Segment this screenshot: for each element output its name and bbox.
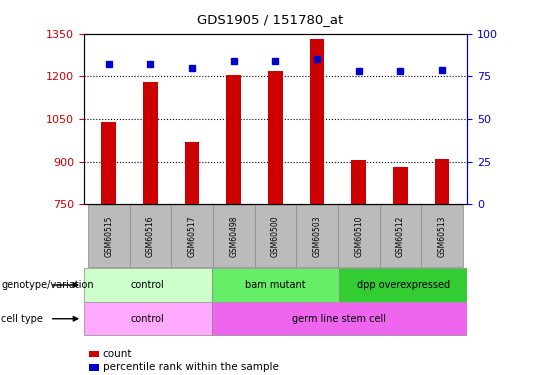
Bar — [310, 39, 325, 204]
Bar — [212, 268, 339, 302]
Bar — [88, 205, 130, 267]
Text: GSM60512: GSM60512 — [396, 216, 405, 257]
Bar — [84, 268, 212, 302]
Text: cell type: cell type — [1, 314, 43, 324]
Bar — [268, 71, 283, 204]
Bar — [185, 142, 199, 204]
Text: GSM60498: GSM60498 — [229, 216, 238, 257]
Bar — [84, 302, 212, 335]
Bar — [339, 268, 467, 302]
Bar — [102, 122, 116, 204]
Bar — [171, 205, 213, 267]
Bar — [226, 75, 241, 204]
Text: control: control — [131, 314, 165, 324]
Text: count: count — [103, 349, 132, 359]
Text: germ line stem cell: germ line stem cell — [292, 314, 386, 324]
Bar — [143, 82, 158, 204]
Text: GSM60510: GSM60510 — [354, 216, 363, 257]
Bar — [380, 205, 421, 267]
Text: GDS1905 / 151780_at: GDS1905 / 151780_at — [197, 13, 343, 26]
Text: GSM60503: GSM60503 — [313, 215, 322, 257]
Text: GSM60515: GSM60515 — [104, 216, 113, 257]
Text: GSM60500: GSM60500 — [271, 215, 280, 257]
Text: GSM60516: GSM60516 — [146, 216, 155, 257]
Text: percentile rank within the sample: percentile rank within the sample — [103, 362, 279, 372]
Text: genotype/variation: genotype/variation — [1, 280, 94, 290]
Text: bam mutant: bam mutant — [245, 280, 306, 290]
Bar — [212, 302, 467, 335]
Text: control: control — [131, 280, 165, 290]
Bar — [393, 167, 408, 204]
Bar — [435, 159, 449, 204]
Bar — [338, 205, 380, 267]
Bar — [352, 160, 366, 204]
Bar — [130, 205, 171, 267]
Bar — [213, 205, 254, 267]
Text: GSM60517: GSM60517 — [187, 216, 197, 257]
Text: GSM60513: GSM60513 — [437, 216, 447, 257]
Bar — [421, 205, 463, 267]
Text: dpp overexpressed: dpp overexpressed — [356, 280, 450, 290]
Bar — [254, 205, 296, 267]
Bar — [296, 205, 338, 267]
